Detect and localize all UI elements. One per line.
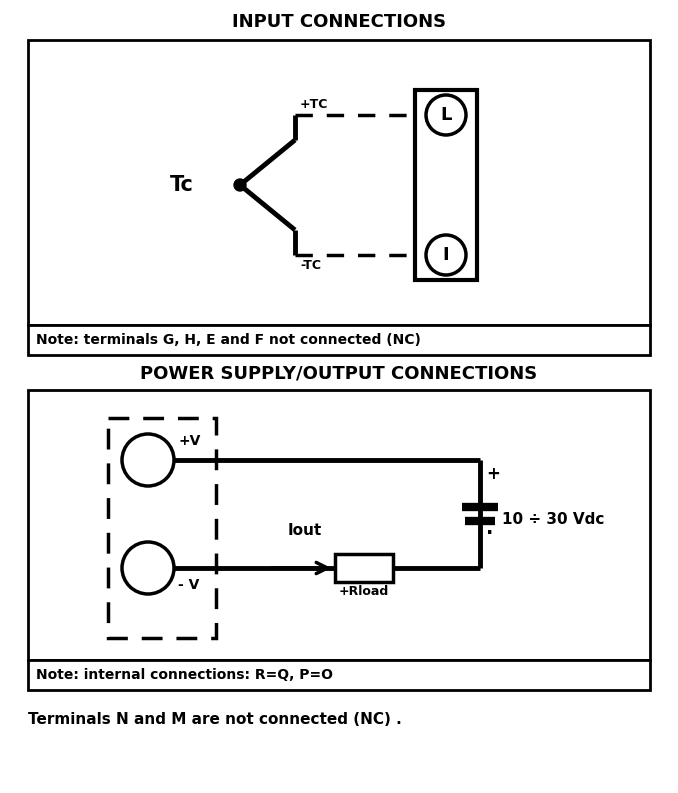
Text: I: I <box>443 246 450 264</box>
Text: 10 ÷ 30 Vdc: 10 ÷ 30 Vdc <box>502 511 604 527</box>
Text: -TC: -TC <box>300 259 321 272</box>
Bar <box>415 90 477 280</box>
Text: Tc: Tc <box>170 175 194 195</box>
Bar <box>335 554 393 582</box>
Text: R: R <box>140 450 155 469</box>
Circle shape <box>122 542 174 594</box>
Circle shape <box>426 95 466 135</box>
Bar <box>28 40 650 325</box>
Bar <box>28 390 650 660</box>
Text: Note: internal connections: R=Q, P=O: Note: internal connections: R=Q, P=O <box>36 668 333 682</box>
Text: Note: terminals G, H, E and F not connected (NC): Note: terminals G, H, E and F not connec… <box>36 333 421 347</box>
Text: +TC: +TC <box>300 98 328 111</box>
Bar <box>28 660 650 690</box>
Text: - V: - V <box>178 578 199 592</box>
Text: POWER SUPPLY/OUTPUT CONNECTIONS: POWER SUPPLY/OUTPUT CONNECTIONS <box>140 364 538 382</box>
Text: +Rload: +Rload <box>339 585 389 598</box>
Circle shape <box>426 235 466 275</box>
Bar <box>108 418 216 638</box>
Text: INPUT CONNECTIONS: INPUT CONNECTIONS <box>232 13 446 31</box>
Text: P: P <box>141 558 155 577</box>
Text: Terminals N and M are not connected (NC) .: Terminals N and M are not connected (NC)… <box>28 712 402 727</box>
Text: +V: +V <box>178 434 201 448</box>
Text: ·: · <box>486 524 494 543</box>
Circle shape <box>234 179 246 191</box>
Bar <box>28 325 650 355</box>
Text: +: + <box>486 465 500 483</box>
Circle shape <box>122 434 174 486</box>
Text: Iout: Iout <box>288 523 322 538</box>
Text: L: L <box>440 106 452 124</box>
